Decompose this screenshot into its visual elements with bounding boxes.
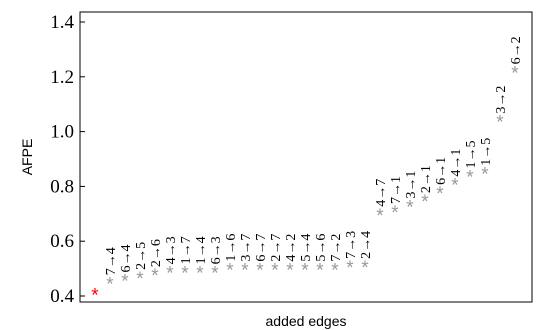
edge-label: 4→2 [284, 234, 299, 262]
y-tick-label: 1.4 [50, 12, 74, 33]
data-point: * [106, 274, 114, 295]
data-point: * [436, 184, 444, 205]
edge-label: 1→7 [179, 236, 194, 264]
baseline-point: * [91, 285, 99, 306]
edge-label: 1→4 [194, 236, 209, 264]
data-point: * [406, 198, 414, 219]
y-axis: 0.4 0.6 0.8 1.0 1.2 1.4 [50, 12, 85, 307]
data-point: * [196, 263, 204, 284]
edge-label: 6→2 [509, 36, 524, 64]
data-point: * [226, 261, 234, 282]
data-points: * * * * * * * * * * * * * * * * * * * * * * * * * * * * * [91, 63, 519, 306]
edge-label: 1→6 [224, 234, 239, 262]
x-axis-label: added edges [266, 313, 347, 329]
data-point: * [151, 266, 159, 287]
edge-label: 7→1 [389, 176, 404, 204]
data-point: * [346, 258, 354, 279]
y-axis-label: AFPE [19, 139, 35, 176]
edge-label: 2→5 [134, 242, 149, 270]
edge-label: 3→7 [239, 234, 254, 262]
data-point: * [511, 63, 519, 84]
data-point: * [286, 261, 294, 282]
edge-label: 2→4 [359, 231, 374, 259]
y-tick-label: 0.4 [50, 286, 74, 307]
data-point: * [391, 203, 399, 224]
y-tick-label: 1.2 [50, 67, 74, 88]
y-tick-label: 0.8 [50, 176, 74, 197]
data-point: * [481, 165, 489, 186]
data-point: * [376, 206, 384, 227]
data-point: * [466, 167, 474, 188]
edge-label: 4→3 [164, 236, 179, 264]
edge-label: 6→1 [434, 157, 449, 185]
y-tick-label: 1.0 [50, 122, 74, 143]
edge-label: 6→4 [119, 245, 134, 273]
data-point: * [181, 263, 189, 284]
data-point: * [166, 263, 174, 284]
data-point: * [421, 192, 429, 213]
edge-label: 6→7 [254, 234, 269, 262]
edge-label: 3→2 [494, 86, 509, 114]
data-point: * [241, 261, 249, 282]
edge-label: 2→1 [419, 165, 434, 193]
data-point: * [256, 261, 264, 282]
edge-label: 7→2 [329, 234, 344, 262]
data-point: * [361, 258, 369, 279]
edge-label: 1→5 [464, 140, 479, 168]
edge-label: 2→6 [149, 239, 164, 267]
y-tick-label: 0.6 [50, 231, 74, 252]
edge-label: 7→4 [104, 247, 119, 275]
data-point: * [496, 113, 504, 134]
edge-label: 7→3 [344, 231, 359, 259]
edge-label: 6→3 [209, 236, 224, 264]
edge-labels: 7→4 6→4 2→5 2→6 4→3 1→7 1→4 6→3 1→6 3→7 6→7 2→7 4→2 5… [104, 36, 524, 275]
data-point: * [451, 176, 459, 197]
data-point: * [211, 263, 219, 284]
data-point: * [121, 272, 129, 293]
edge-label: 5→6 [314, 234, 329, 262]
data-point: * [331, 261, 339, 282]
edge-label: 1→5 [479, 138, 494, 166]
data-point: * [136, 269, 144, 290]
edge-label: 5→4 [299, 234, 314, 262]
data-point: * [316, 261, 324, 282]
edge-label: 2→7 [269, 234, 284, 262]
edge-label: 4→7 [374, 179, 389, 207]
data-point: * [271, 261, 279, 282]
data-point: * [301, 261, 309, 282]
plot-frame [79, 11, 533, 303]
edge-label: 3→1 [404, 171, 419, 199]
edge-label: 4→1 [449, 149, 464, 177]
